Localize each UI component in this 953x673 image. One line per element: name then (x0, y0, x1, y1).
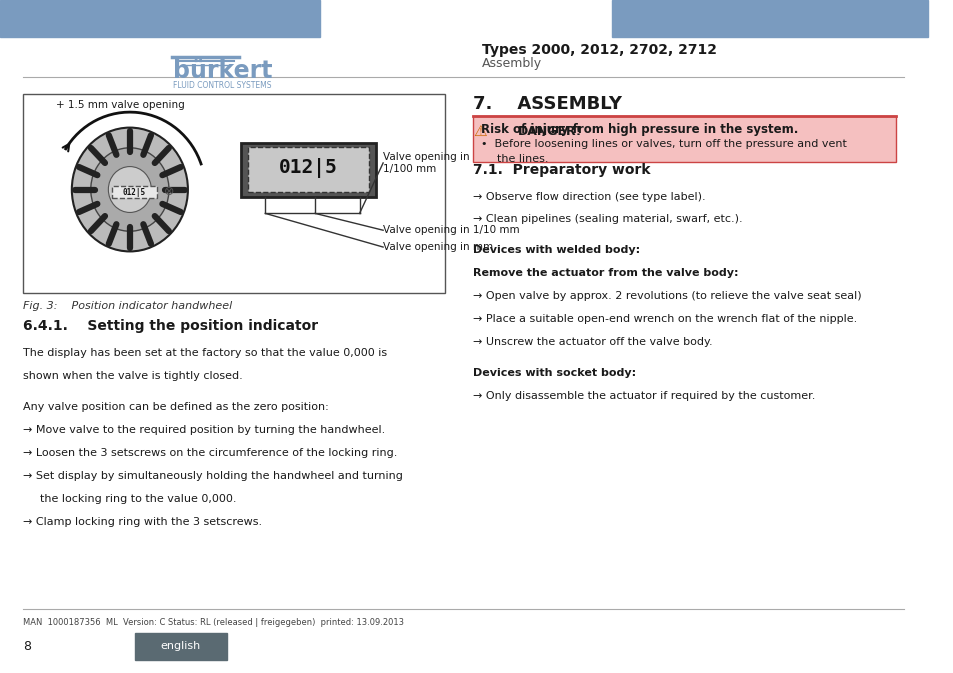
Text: MAN  1000187356  ML  Version: C Status: RL (released | freigegeben)  printed: 13: MAN 1000187356 ML Version: C Status: RL … (23, 618, 404, 627)
Text: 012|5: 012|5 (123, 188, 146, 197)
Bar (23, 94, 445, 293)
Text: → Loosen the 3 setscrews on the circumference of the locking ring.: → Loosen the 3 setscrews on the circumfe… (23, 448, 397, 458)
Text: DANGER!: DANGER! (517, 125, 581, 138)
Text: Types 2000, 2012, 2702, 2712: Types 2000, 2012, 2702, 2712 (482, 44, 717, 57)
Bar (0, 0, 319, 37)
Text: → Clean pipelines (sealing material, swarf, etc.).: → Clean pipelines (sealing material, swa… (473, 215, 742, 224)
Text: Valve opening in mm: Valve opening in mm (383, 242, 493, 252)
Text: → Set display by simultaneously holding the handwheel and turning: → Set display by simultaneously holding … (23, 470, 403, 481)
Text: Valve opening in
1/100 mm: Valve opening in 1/100 mm (383, 152, 469, 174)
Text: shown when the valve is tightly closed.: shown when the valve is tightly closed. (23, 371, 243, 381)
Text: Fig. 3:    Position indicator handwheel: Fig. 3: Position indicator handwheel (23, 302, 233, 311)
Text: Devices with socket body:: Devices with socket body: (473, 367, 636, 378)
Text: 7.1.  Preparatory work: 7.1. Preparatory work (473, 163, 650, 176)
Text: Devices with welded body:: Devices with welded body: (473, 245, 639, 255)
Text: → Open valve by approx. 2 revolutions (to relieve the valve seat seal): → Open valve by approx. 2 revolutions (t… (473, 291, 861, 301)
Text: → Unscrew the actuator off the valve body.: → Unscrew the actuator off the valve bod… (473, 336, 712, 347)
Text: The display has been set at the factory so that the value 0,000 is: The display has been set at the factory … (23, 349, 387, 358)
Text: 7.    ASSEMBLY: 7. ASSEMBLY (473, 96, 621, 113)
Ellipse shape (71, 128, 188, 252)
Text: FLUID CONTROL SYSTEMS: FLUID CONTROL SYSTEMS (173, 81, 272, 90)
Ellipse shape (91, 148, 169, 232)
Text: bürkert: bürkert (172, 59, 273, 83)
FancyBboxPatch shape (112, 186, 156, 199)
Text: → Observe flow direction (see type label).: → Observe flow direction (see type label… (473, 192, 705, 201)
Bar (473, 116, 895, 162)
Text: Remove the actuator from the valve body:: Remove the actuator from the valve body: (473, 268, 738, 278)
Text: ⚠: ⚠ (473, 124, 486, 139)
Text: Assembly: Assembly (482, 57, 542, 71)
Text: Any valve position can be defined as the zero position:: Any valve position can be defined as the… (23, 402, 329, 412)
Bar (612, 0, 926, 37)
FancyBboxPatch shape (248, 147, 369, 192)
Ellipse shape (109, 167, 152, 213)
Text: Valve opening in 1/10 mm: Valve opening in 1/10 mm (383, 225, 519, 236)
Bar (134, 633, 227, 660)
Text: english: english (161, 641, 201, 651)
Text: → Clamp locking ring with the 3 setscrews.: → Clamp locking ring with the 3 setscrew… (23, 516, 262, 526)
Text: + 1.5 mm valve opening: + 1.5 mm valve opening (55, 100, 184, 110)
Text: Risk of injury from high pressure in the system.: Risk of injury from high pressure in the… (480, 122, 797, 136)
Text: ⊗: ⊗ (163, 185, 173, 198)
Text: 6.4.1.    Setting the position indicator: 6.4.1. Setting the position indicator (23, 320, 318, 333)
Text: •  Before loosening lines or valves, turn off the pressure and vent: • Before loosening lines or valves, turn… (480, 139, 845, 149)
Text: → Move valve to the required position by turning the handwheel.: → Move valve to the required position by… (23, 425, 385, 435)
Text: → Place a suitable open-end wrench on the wrench flat of the nipple.: → Place a suitable open-end wrench on th… (473, 314, 857, 324)
Text: → Only disassemble the actuator if required by the customer.: → Only disassemble the actuator if requi… (473, 390, 815, 400)
Text: 012|5: 012|5 (279, 158, 337, 178)
Text: 8: 8 (23, 639, 31, 653)
Text: the locking ring to the value 0,000.: the locking ring to the value 0,000. (40, 493, 236, 503)
FancyBboxPatch shape (241, 143, 375, 197)
Text: the lines.: the lines. (497, 154, 548, 164)
